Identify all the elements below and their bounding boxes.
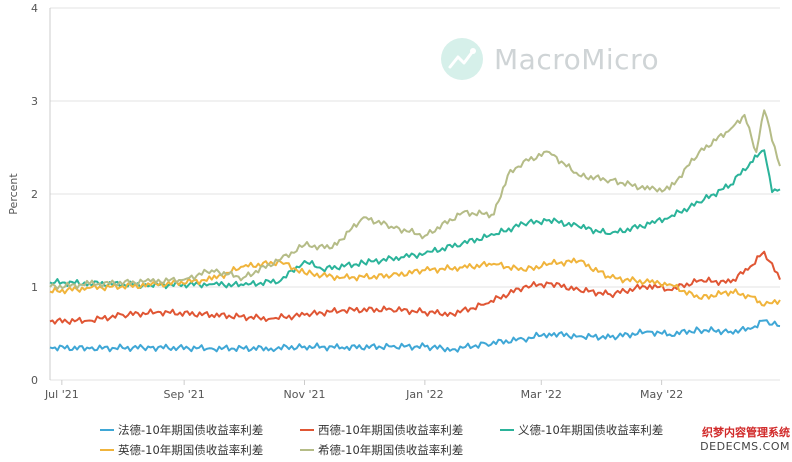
- chart-line-icon: [441, 38, 483, 80]
- legend-label: 法德-10年期国债收益率利差: [118, 423, 264, 437]
- watermark-text: MacroMicro: [494, 42, 660, 76]
- legend-item-it-de[interactable]: 义德-10年期国债收益率利差: [500, 422, 700, 438]
- corner-watermark: 织梦内容管理系统 DEDECMS.COM: [678, 424, 790, 460]
- corner-watermark-url: DEDECMS.COM: [700, 440, 790, 453]
- legend-label: 西德-10年期国债收益率利差: [318, 423, 464, 437]
- legend: 法德-10年期国债收益率利差 西德-10年期国债收益率利差 义德-10年期国债收…: [100, 420, 700, 460]
- series-line-4: [49, 109, 781, 290]
- legend-item-gr-de[interactable]: 希德-10年期国债收益率利差: [300, 442, 500, 458]
- x-axis: Jul '21 Sep '21 Nov '21 Jan '22 Mar '22 May '…: [44, 380, 683, 401]
- x-tick-label: Mar '22: [521, 388, 562, 401]
- y-tick-label: 4: [31, 2, 38, 15]
- y-axis: 0 1 2 3 4: [31, 2, 38, 387]
- y-axis-label: Percent: [7, 173, 20, 215]
- x-tick-label: Jul '21: [44, 388, 79, 401]
- legend-item-uk-de[interactable]: 英德-10年期国债收益率利差: [100, 442, 300, 458]
- x-tick-label: May '22: [640, 388, 683, 401]
- legend-label: 希德-10年期国债收益率利差: [318, 443, 464, 457]
- series-line-3: [49, 257, 781, 307]
- legend-swatch: [300, 429, 314, 431]
- y-tick-label: 1: [31, 281, 38, 294]
- series-line-0: [49, 319, 781, 353]
- x-tick-label: Sep '21: [164, 388, 205, 401]
- watermark: MacroMicro: [440, 37, 659, 81]
- series-lines: [49, 109, 781, 353]
- legend-swatch: [100, 449, 114, 451]
- y-tick-label: 3: [31, 95, 38, 108]
- legend-item-fr-de[interactable]: 法德-10年期国债收益率利差: [100, 422, 300, 438]
- x-tick-label: Nov '21: [284, 388, 326, 401]
- legend-item-es-de[interactable]: 西德-10年期国债收益率利差: [300, 422, 500, 438]
- grid: [49, 7, 780, 381]
- y-tick-label: 2: [31, 188, 38, 201]
- legend-swatch: [500, 429, 514, 431]
- series-line-1: [49, 250, 781, 325]
- legend-swatch: [300, 449, 314, 451]
- legend-label: 英德-10年期国债收益率利差: [118, 443, 264, 457]
- corner-watermark-title: 织梦内容管理系统: [702, 426, 790, 439]
- legend-label: 义德-10年期国债收益率利差: [518, 423, 664, 437]
- x-tick-label: Jan '22: [405, 388, 443, 401]
- y-tick-label: 0: [31, 374, 38, 387]
- legend-swatch: [100, 429, 114, 431]
- series-line-2: [49, 149, 781, 290]
